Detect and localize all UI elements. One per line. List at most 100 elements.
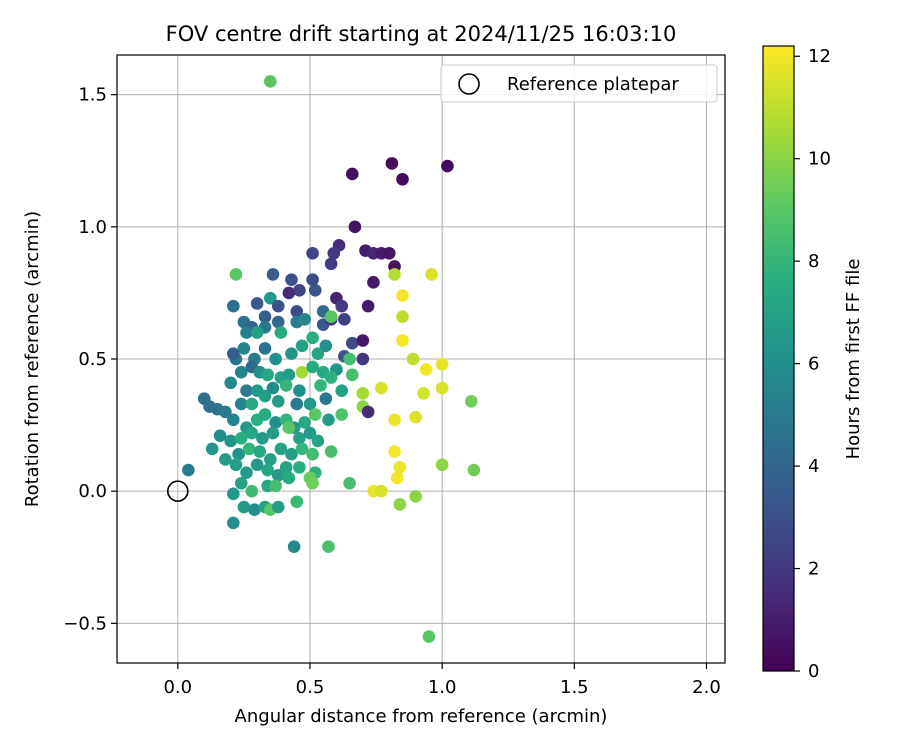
x-tick-label: 0.0	[163, 677, 192, 698]
data-point	[345, 368, 359, 382]
data-point	[279, 461, 293, 474]
data-point	[388, 413, 401, 427]
data-point	[264, 453, 277, 466]
data-point	[285, 273, 298, 286]
data-point	[229, 458, 243, 472]
data-point	[282, 368, 296, 382]
data-point	[258, 342, 272, 355]
data-point	[261, 463, 274, 477]
data-point	[388, 268, 401, 281]
data-point	[345, 167, 359, 181]
x-tick-label: 1.0	[428, 677, 457, 698]
data-point	[271, 500, 285, 514]
data-point	[306, 476, 319, 490]
data-point	[282, 286, 296, 300]
data-point	[213, 429, 227, 442]
data-point	[308, 408, 322, 421]
data-point	[382, 246, 396, 260]
x-tick-label: 0.5	[296, 677, 325, 698]
data-point	[227, 299, 240, 313]
data-point	[345, 336, 359, 350]
data-point	[338, 313, 351, 326]
data-point	[361, 299, 375, 313]
data-point	[435, 458, 449, 472]
data-point	[227, 487, 240, 501]
data-point	[205, 442, 219, 456]
data-point	[248, 503, 261, 516]
colorbar-tick-label: 8	[808, 251, 819, 272]
data-point	[306, 447, 319, 461]
data-point	[324, 257, 338, 271]
data-point	[229, 268, 243, 281]
data-point	[322, 540, 335, 553]
data-point	[425, 268, 438, 281]
colorbar-tick-label: 6	[808, 354, 819, 375]
y-axis-label: Rotation from reference (arcmin)	[22, 211, 43, 507]
legend-marker-icon	[458, 73, 480, 95]
data-point	[361, 405, 375, 419]
data-point	[324, 310, 338, 324]
data-point	[335, 384, 348, 398]
data-point	[303, 426, 317, 440]
data-point	[306, 246, 319, 260]
y-tick-label: 0.0	[78, 481, 107, 502]
data-point	[256, 432, 269, 445]
data-point	[367, 276, 380, 289]
y-tick-label: 1.5	[78, 85, 107, 106]
data-point	[464, 394, 478, 408]
reference-platepar-marker	[167, 480, 189, 502]
data-point	[237, 342, 251, 355]
data-point	[253, 445, 267, 458]
legend-box	[440, 64, 718, 103]
data-point	[271, 299, 285, 313]
data-point	[324, 445, 338, 458]
data-point	[274, 326, 288, 339]
data-point	[245, 397, 259, 411]
data-point	[406, 352, 420, 366]
data-point	[219, 453, 232, 466]
data-point	[393, 498, 407, 511]
data-point	[234, 365, 248, 379]
data-point	[203, 400, 216, 413]
data-point	[409, 490, 423, 503]
data-point	[335, 408, 348, 421]
data-point	[279, 379, 293, 392]
data-point	[258, 408, 272, 421]
data-point	[293, 461, 306, 474]
data-point	[264, 291, 277, 305]
data-point	[227, 413, 240, 427]
colorbar-tick-label: 0	[808, 661, 819, 682]
data-point	[293, 384, 306, 398]
data-point	[306, 331, 319, 345]
data-point	[237, 500, 251, 514]
data-point	[298, 313, 311, 326]
data-point	[274, 442, 288, 456]
data-point	[306, 273, 319, 286]
data-point	[375, 484, 388, 498]
data-point	[224, 376, 237, 390]
data-point	[258, 389, 272, 403]
data-point	[295, 339, 309, 353]
data-point	[290, 495, 304, 509]
data-point	[396, 289, 409, 302]
colorbar-gradient	[762, 45, 795, 672]
data-point	[227, 347, 240, 361]
data-point	[287, 540, 301, 553]
legend-label: Reference platepar	[507, 74, 679, 95]
y-tick-label: −0.5	[63, 613, 107, 634]
data-point	[422, 630, 436, 643]
data-point	[234, 432, 248, 445]
data-point	[343, 476, 356, 490]
data-point	[417, 387, 430, 400]
x-tick-label: 1.5	[560, 677, 589, 698]
data-point	[396, 310, 409, 324]
data-point	[269, 479, 282, 493]
y-tick-label: 0.5	[78, 349, 107, 370]
data-point	[303, 397, 317, 411]
data-point	[285, 447, 298, 461]
data-point	[250, 326, 264, 339]
data-points	[182, 75, 481, 643]
data-point	[396, 172, 409, 186]
data-point	[266, 426, 280, 440]
data-point	[314, 379, 327, 392]
